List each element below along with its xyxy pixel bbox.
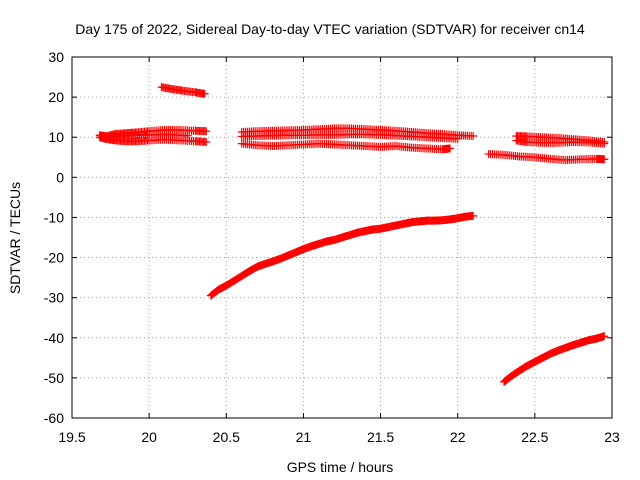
data-point <box>453 134 462 143</box>
y-tick-label: 30 <box>48 49 64 65</box>
series-arc-7 <box>500 332 609 386</box>
series-arc-4 <box>206 211 478 300</box>
y-tick-label: -30 <box>44 290 64 306</box>
series-arc-3c <box>237 139 454 154</box>
y-tick-label: -40 <box>44 330 64 346</box>
series-arc-6b <box>512 136 609 148</box>
y-axis-label: SDTVAR / TECUs <box>7 182 23 294</box>
data-point <box>200 89 209 98</box>
data-points <box>95 83 609 386</box>
x-tick-label: 20.5 <box>213 429 240 445</box>
y-tick-label: -50 <box>44 370 64 386</box>
y-tick-label: -20 <box>44 250 64 266</box>
y-tick-label: -10 <box>44 209 64 225</box>
data-point <box>600 332 609 341</box>
data-point <box>469 132 478 141</box>
series-arc-2 <box>157 83 209 98</box>
y-tick-label: 10 <box>48 129 64 145</box>
data-point <box>446 144 454 153</box>
data-point <box>600 155 609 164</box>
data-point <box>469 211 478 220</box>
series-arc-1c <box>106 130 192 141</box>
plot-frame <box>71 56 613 419</box>
data-point <box>600 139 609 148</box>
x-tick-label: 23 <box>604 429 620 445</box>
series-arc-5 <box>484 150 609 165</box>
y-tick-label: -60 <box>44 410 64 426</box>
x-tick-label: 19.5 <box>58 429 85 445</box>
data-point <box>202 138 211 147</box>
x-axis-label: GPS time / hours <box>287 459 394 475</box>
y-tick-label: 0 <box>56 169 64 185</box>
data-point <box>183 131 192 140</box>
data-point <box>202 127 211 136</box>
x-tick-label: 20 <box>141 429 157 445</box>
y-tick-label: 20 <box>48 89 64 105</box>
x-tick-label: 21.5 <box>367 429 394 445</box>
chart-title: Day 175 of 2022, Sidereal Day-to-day VTE… <box>75 21 585 37</box>
x-tick-label: 22 <box>450 429 466 445</box>
series-arc-3b <box>237 130 462 143</box>
axis-ticks: 19.5 20 20.5 21 21.5 22 22.5 23 -60 -50 -40 -30 -20 -… <box>44 49 620 445</box>
x-tick-label: 21 <box>296 429 312 445</box>
grid-lines <box>72 57 612 418</box>
x-tick-label: 22.5 <box>521 429 548 445</box>
